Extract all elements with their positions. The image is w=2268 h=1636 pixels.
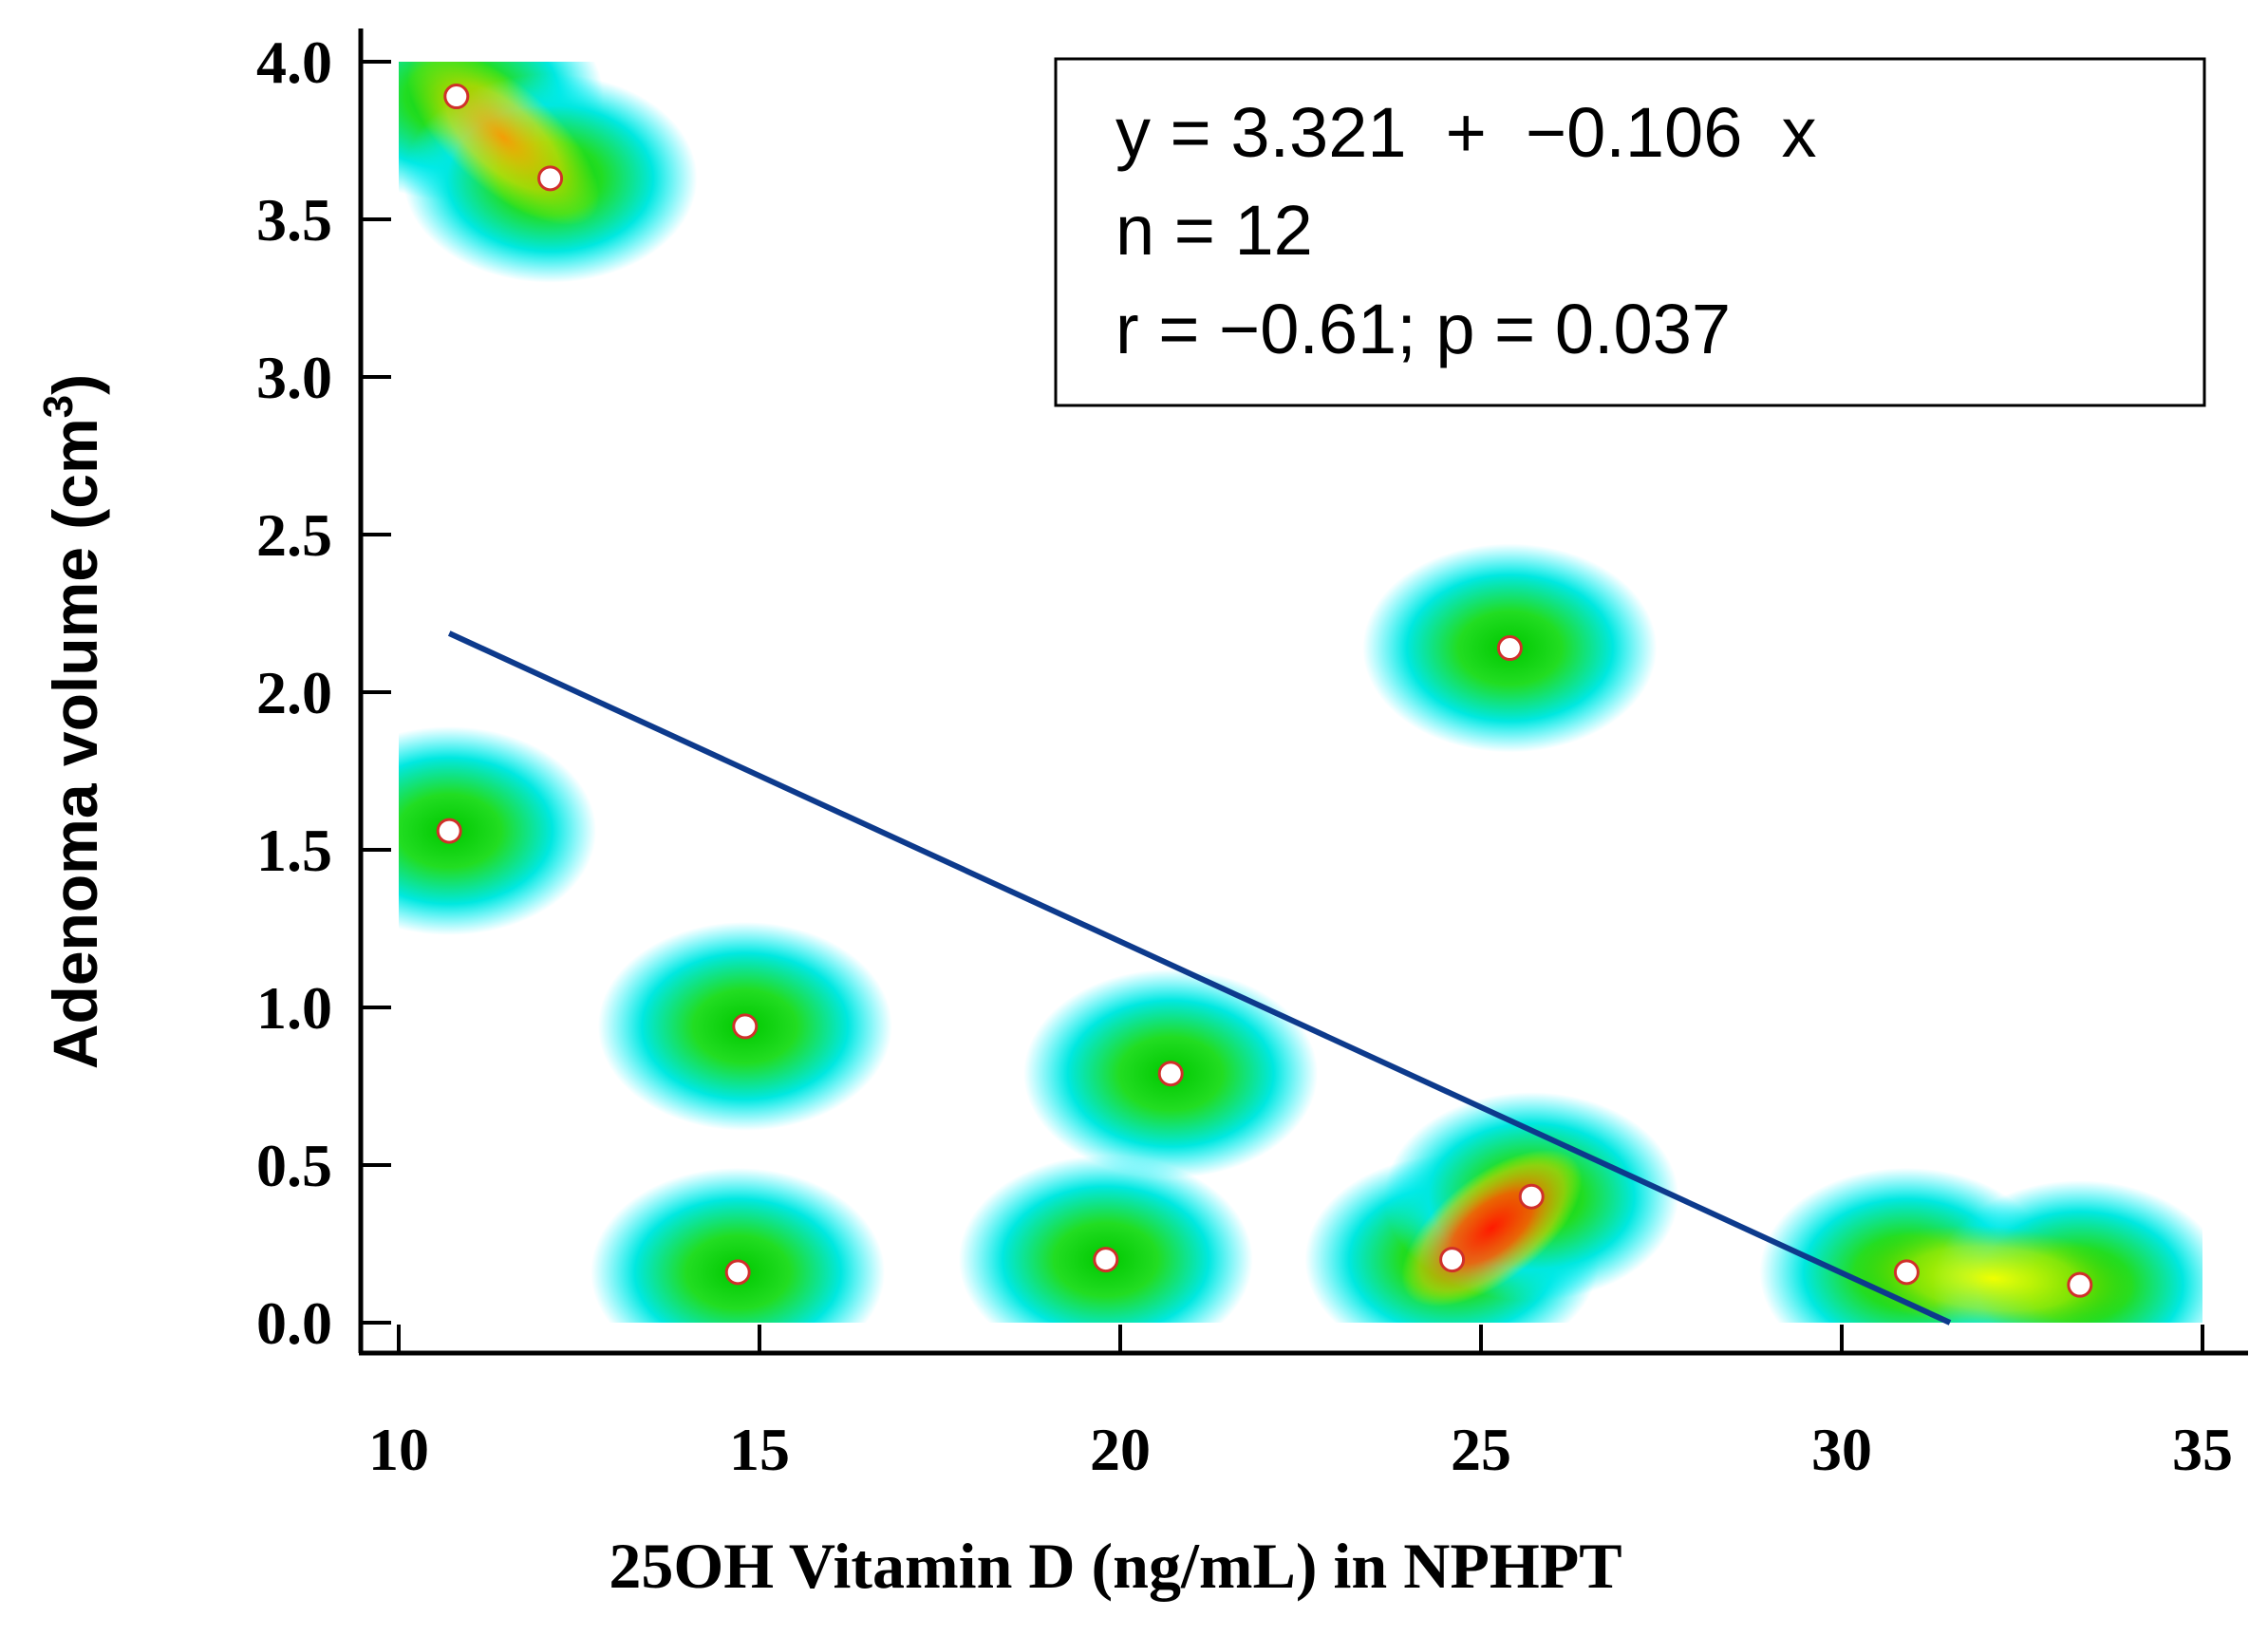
y-tick-label: 3.0 <box>256 344 332 411</box>
data-point-10 <box>1893 1259 1920 1286</box>
data-point-7 <box>1439 1247 1466 1273</box>
data-point-5 <box>1093 1247 1119 1273</box>
data-point-1 <box>537 165 564 192</box>
y-tick-label: 2.0 <box>256 659 332 726</box>
y-axis-title-close: ) <box>40 374 110 395</box>
y-tick-label: 4.0 <box>256 28 332 96</box>
y-tick-label: 1.0 <box>256 974 332 1042</box>
y-tick-label: 2.5 <box>256 501 332 569</box>
density-blob-2 <box>399 726 597 936</box>
x-axis-title: 25OH Vitamin D (ng/mL) in NPHPT <box>609 1530 1621 1602</box>
legend-equation: y = 3.321 + −0.106 x <box>1115 93 1816 172</box>
y-axis-title-sup: 3 <box>35 395 82 418</box>
legend-box: y = 3.321 + −0.106 x n = 12 r = −0.61; p… <box>1054 57 2206 407</box>
density-cluster-10-11 <box>1849 1225 2137 1323</box>
y-tick-label: 0.0 <box>256 1289 332 1357</box>
y-tick-label: 0.5 <box>256 1132 332 1199</box>
data-point-2 <box>436 818 462 844</box>
x-tick-label: 35 <box>2172 1416 2233 1483</box>
x-ticks: 10 15 20 25 30 35 <box>368 1325 2233 1483</box>
regression-layer <box>447 630 1952 1326</box>
data-point-8 <box>1518 1183 1545 1210</box>
x-tick-label: 10 <box>368 1416 429 1483</box>
density-blob-4 <box>590 1167 886 1323</box>
x-tick-label: 30 <box>1811 1416 1872 1483</box>
data-point-3 <box>732 1013 759 1040</box>
y-ticks: 0.0 0.5 1.0 1.5 2.0 2.5 3.0 3.5 4.0 <box>256 28 391 1357</box>
y-tick-label: 1.5 <box>256 817 332 884</box>
x-tick-label: 20 <box>1090 1416 1151 1483</box>
density-blob-5 <box>958 1155 1253 1323</box>
legend-r-p: r = −0.61; p = 0.037 <box>1115 290 1731 368</box>
data-point-0 <box>443 84 470 110</box>
legend-n: n = 12 <box>1115 191 1313 270</box>
points-layer <box>436 84 2093 1298</box>
y-tick-label: 3.5 <box>256 186 332 254</box>
y-axis-title: Adenoma volume (cm3) <box>35 374 110 1069</box>
data-point-6 <box>1157 1061 1184 1087</box>
x-tick-label: 15 <box>729 1416 790 1483</box>
x-tick-label: 25 <box>1451 1416 1511 1483</box>
data-point-11 <box>2067 1271 2093 1298</box>
regression-line <box>447 630 1952 1326</box>
y-axis-title-main: Adenoma volume (cm <box>40 418 110 1069</box>
data-point-4 <box>724 1259 751 1286</box>
data-point-9 <box>1496 635 1523 662</box>
